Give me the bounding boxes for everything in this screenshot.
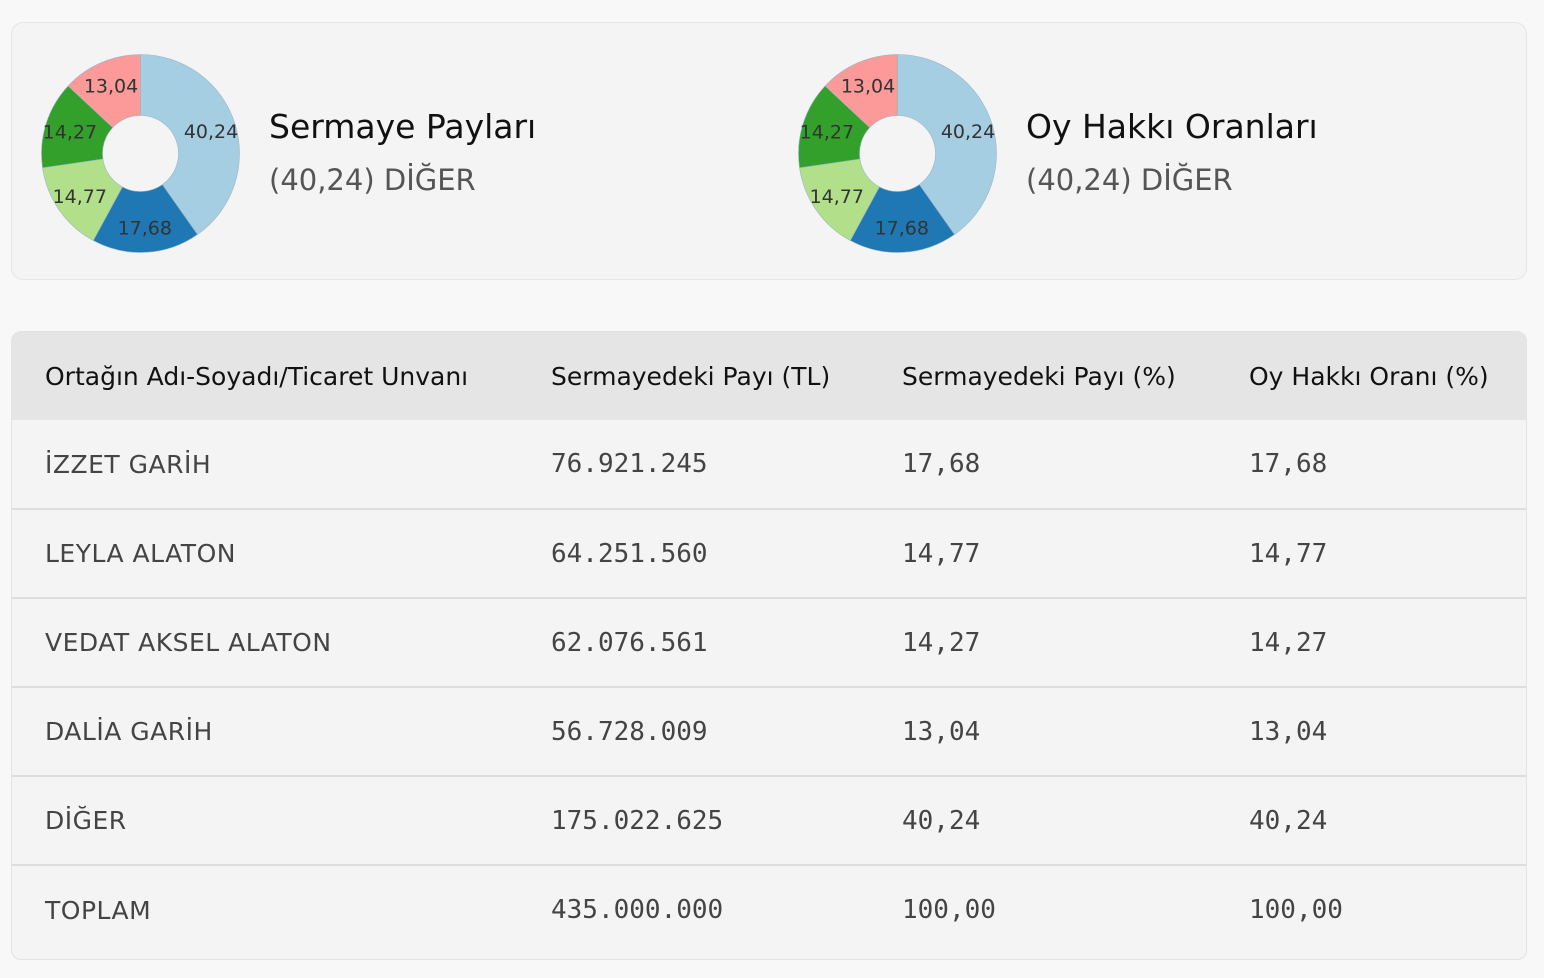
header-capital-tl: Sermayedeki Payı (TL)	[551, 361, 831, 391]
chart-sermaye-paylari: 40,24 17,68 14,77 14,27 13,04 Sermaye Paylar…	[38, 51, 738, 256]
header-capital-percent: Sermayedeki Payı (%)	[902, 361, 1176, 391]
cell-capital-tl: 76.921.245	[551, 449, 708, 479]
donut-slice[interactable]	[849, 184, 955, 253]
donut-slice[interactable]	[140, 54, 240, 235]
donut-slice-label: 17,68	[118, 217, 172, 239]
header-partner-name: Ortağın Adı-Soyadı/Ticaret Unvanı	[45, 361, 469, 391]
shareholders-table: Ortağın Adı-Soyadı/Ticaret Unvanı Sermay…	[12, 332, 1526, 954]
chart-title: Oy Hakkı Oranları	[1026, 107, 1318, 146]
cell-voting-percent: 17,68	[1249, 449, 1328, 479]
donut-slice-label: 17,68	[875, 217, 929, 239]
donut-slice-label: 14,77	[53, 186, 107, 208]
cell-capital-percent: 40,24	[902, 805, 981, 836]
cell-partner-name: LEYLA ALATON	[45, 539, 236, 568]
cell-capital-tl: 175.022.625	[551, 805, 724, 836]
donut-slice[interactable]	[92, 184, 198, 253]
donut-slice[interactable]	[824, 54, 898, 128]
header-voting-percent: Oy Hakkı Oranı (%)	[1249, 361, 1489, 391]
cell-capital-percent: 13,04	[902, 716, 981, 747]
cell-voting-percent: 14,27	[1249, 627, 1328, 658]
cell-voting-percent: 14,77	[1249, 538, 1328, 569]
chart-title: Sermaye Payları	[269, 107, 537, 146]
cell-capital-percent: 17,68	[902, 449, 981, 479]
table-row-total: TOPLAM 435.000.000 100,00 100,00	[12, 865, 1526, 954]
table-row: LEYLA ALATON 64.251.560 14,77 14,77	[12, 509, 1526, 598]
table-row: VEDAT AKSEL ALATON 62.076.561 14,27 14,2…	[12, 598, 1526, 687]
cell-capital-tl: 56.728.009	[551, 716, 708, 747]
donut-slice-label: 14,27	[43, 121, 97, 143]
table-row: DALİA GARİH 56.728.009 13,04 13,04	[12, 687, 1526, 776]
cell-capital-tl: 64.251.560	[551, 538, 708, 569]
donut-slice-label: 13,04	[841, 76, 895, 98]
donut-slice[interactable]	[897, 54, 997, 235]
chart-subtitle: (40,24) DİĞER	[1026, 163, 1233, 197]
donut-slice[interactable]	[799, 158, 880, 241]
cell-partner-name: TOPLAM	[45, 895, 152, 925]
cell-partner-name: VEDAT AKSEL ALATON	[45, 628, 332, 657]
donut-slice[interactable]	[67, 54, 141, 128]
cell-voting-percent: 40,24	[1249, 805, 1328, 836]
donut-slice-label: 40,24	[941, 121, 995, 143]
cell-partner-name: DİĞER	[45, 806, 127, 835]
chart-oy-hakki-oranlari: 40,24 17,68 14,77 14,27 13,04 Oy Hakkı Oranl…	[795, 51, 1495, 256]
donut-slice-label: 13,04	[84, 76, 138, 98]
cell-capital-tl: 62.076.561	[551, 627, 708, 658]
donut-chart-oy-hakki[interactable]: 40,24 17,68 14,77 14,27 13,04	[795, 51, 1000, 256]
cell-voting-percent: 13,04	[1249, 716, 1328, 747]
charts-panel: 40,24 17,68 14,77 14,27 13,04 Sermaye Paylar…	[11, 22, 1527, 280]
cell-capital-percent: 14,77	[902, 538, 981, 569]
table-row: DİĞER 175.022.625 40,24 40,24	[12, 776, 1526, 865]
cell-capital-tl: 435.000.000	[551, 895, 724, 925]
table-header-row: Ortağın Adı-Soyadı/Ticaret Unvanı Sermay…	[12, 332, 1526, 420]
donut-slice-label: 14,77	[810, 186, 864, 208]
cell-voting-percent: 100,00	[1249, 895, 1343, 925]
cell-partner-name: DALİA GARİH	[45, 717, 213, 746]
donut-slice-label: 40,24	[184, 121, 238, 143]
donut-slice-label: 14,27	[800, 121, 854, 143]
cell-partner-name: İZZET GARİH	[45, 449, 212, 479]
donut-slice[interactable]	[42, 158, 123, 241]
chart-subtitle: (40,24) DİĞER	[269, 163, 476, 197]
shareholders-table-panel: Ortağın Adı-Soyadı/Ticaret Unvanı Sermay…	[11, 331, 1527, 960]
table-row: İZZET GARİH 76.921.245 17,68 17,68	[12, 420, 1526, 509]
cell-capital-percent: 100,00	[902, 895, 996, 925]
donut-chart-sermaye[interactable]: 40,24 17,68 14,77 14,27 13,04	[38, 51, 243, 256]
cell-capital-percent: 14,27	[902, 627, 981, 658]
